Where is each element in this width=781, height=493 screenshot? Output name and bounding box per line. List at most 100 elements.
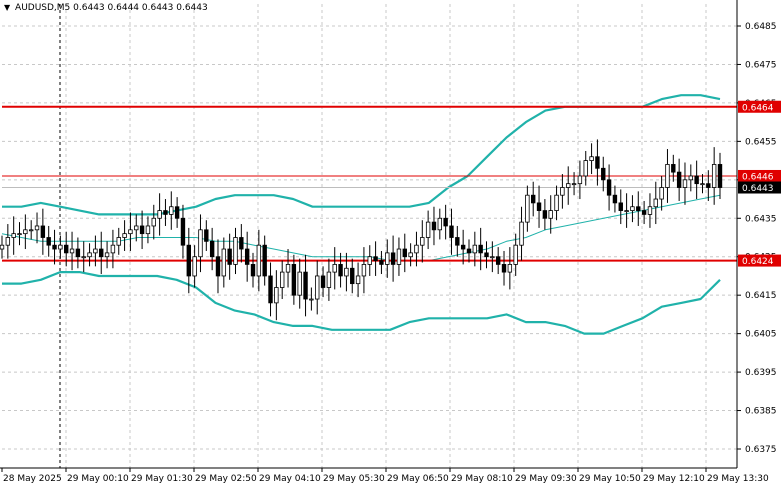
candle-body — [110, 244, 116, 254]
candle-body — [81, 256, 86, 259]
candle-body — [262, 244, 267, 277]
candle-body — [291, 264, 297, 296]
x-tick-label: 29 May 09:30 — [515, 474, 577, 484]
candle-body — [478, 244, 483, 254]
y-tick-label: 0.6375 — [745, 445, 777, 455]
candle-body — [595, 156, 600, 169]
price-labels: 0.6464 0.6446 0.6424 0.6443 — [738, 100, 781, 267]
candle-body — [99, 248, 104, 258]
candle-body — [52, 244, 57, 250]
candle-body — [279, 271, 285, 288]
candle-body — [122, 233, 127, 238]
x-tick-label: 29 May 12:10 — [643, 474, 705, 484]
candle-body — [17, 233, 22, 236]
level-price-label: 0.6446 — [742, 172, 774, 182]
symbol-label: AUDUSD,M5 — [15, 3, 71, 13]
candle-body — [250, 264, 256, 277]
candle-body — [192, 256, 197, 277]
candle-body — [34, 225, 40, 231]
candle-body — [332, 264, 337, 273]
candle-body — [676, 171, 682, 188]
x-tick-label: 29 May 01:30 — [131, 474, 193, 484]
candle-body — [297, 271, 302, 296]
candle-body — [536, 202, 542, 211]
candle-body — [93, 248, 98, 254]
candle-body — [548, 210, 553, 219]
candle-body — [145, 225, 151, 235]
x-tick-label: 29 May 08:10 — [451, 474, 513, 484]
candle-body — [315, 275, 320, 300]
level-price-label-bg — [738, 254, 781, 267]
candle-body — [104, 252, 110, 258]
candle-body — [157, 210, 162, 219]
candle-body — [717, 164, 723, 188]
candle-body — [501, 264, 507, 273]
candle-body — [134, 225, 139, 231]
candle-body — [431, 221, 437, 231]
candle-body — [472, 244, 478, 254]
candle-body — [630, 206, 635, 211]
candle-body — [69, 248, 75, 254]
candle-body — [379, 260, 384, 265]
candle-body — [0, 244, 5, 250]
candle-body — [490, 256, 495, 259]
candle-body — [437, 217, 443, 231]
candle-body — [449, 225, 454, 238]
candle-body — [344, 267, 349, 277]
candle-body — [688, 175, 694, 181]
candle-body — [466, 248, 472, 254]
candle-body — [40, 225, 46, 238]
candle-body — [180, 217, 186, 246]
candle-body — [618, 202, 623, 211]
level-price-label: 0.6424 — [742, 257, 774, 267]
x-tick-label: 29 May 13:30 — [707, 474, 769, 484]
candle-body — [139, 225, 145, 235]
bollinger-middle — [1, 194, 721, 262]
y-tick-label: 0.6385 — [745, 407, 777, 417]
y-tick-label: 0.6435 — [745, 214, 777, 224]
candles — [0, 139, 723, 321]
bollinger-bands — [1, 94, 721, 335]
level-price-label-bg — [738, 169, 781, 182]
candle-body — [320, 275, 326, 288]
x-tick-label: 29 May 02:50 — [195, 474, 257, 484]
candle-body — [75, 248, 81, 258]
candle-body — [455, 237, 460, 246]
candle-body — [87, 252, 92, 258]
candle-body — [169, 206, 174, 215]
chart-menu-icon[interactable]: ▼ — [4, 3, 11, 12]
candle-body — [256, 244, 262, 277]
candle-body — [420, 237, 425, 246]
candle-body — [23, 229, 28, 235]
candle-body — [495, 256, 501, 265]
candle-body — [274, 287, 279, 304]
current-price-label: 0.6443 — [742, 184, 774, 194]
y-tick-label: 0.6405 — [745, 330, 777, 340]
candle-body — [484, 252, 489, 258]
level-price-label-bg — [738, 100, 781, 113]
candle-body — [128, 229, 133, 235]
candle-body — [373, 256, 378, 261]
bollinger-upper — [2, 94, 721, 216]
candle-body — [268, 275, 273, 304]
candle-body — [612, 194, 618, 204]
horizontal-levels — [2, 105, 737, 262]
candle-body — [385, 252, 390, 265]
candle-body — [244, 248, 250, 265]
grid — [2, 4, 737, 468]
candle-body — [682, 179, 688, 188]
candle-body — [28, 229, 34, 232]
ohlc-values: 0.6443 0.6444 0.6443 0.6443 — [73, 3, 208, 13]
candle-body — [653, 198, 658, 208]
candle-body — [367, 256, 372, 265]
candle-body — [507, 264, 513, 273]
candle-body — [221, 248, 227, 277]
y-tick-label: 0.6485 — [745, 22, 777, 32]
candle-body — [338, 264, 343, 277]
candle-body — [525, 194, 530, 223]
x-tick-label: 28 May 2025 — [3, 474, 62, 484]
candle-body — [577, 175, 583, 185]
candle-body — [350, 267, 355, 285]
